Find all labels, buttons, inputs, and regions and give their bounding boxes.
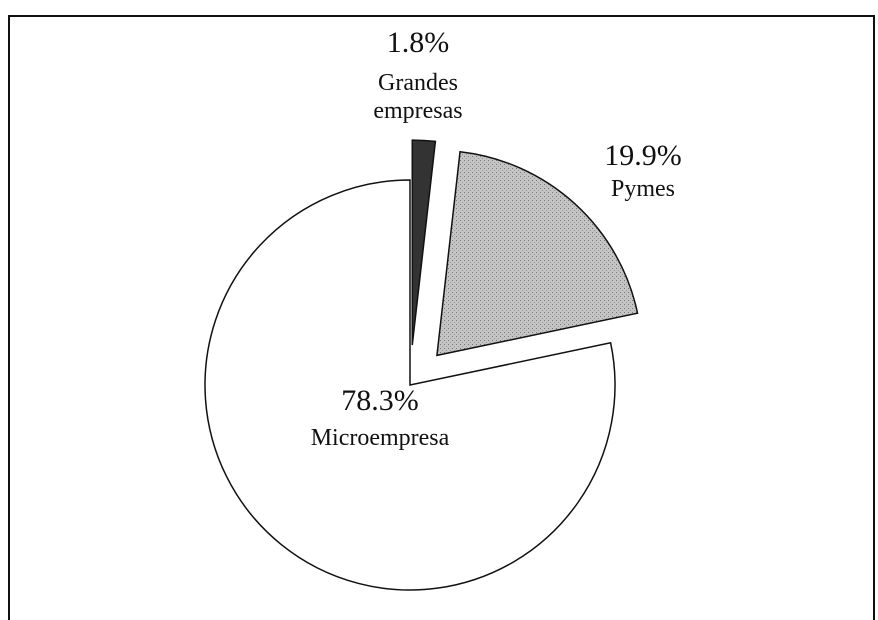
pie-slice <box>436 150 639 357</box>
value-label: 19.9% <box>604 139 682 172</box>
slice-label: Pymes <box>611 176 675 202</box>
pie-slice <box>411 139 437 346</box>
slice-label: Grandes empresas <box>373 70 462 124</box>
pie-slice <box>204 179 616 591</box>
frame <box>8 15 875 620</box>
slice-label: Microempresa <box>311 425 450 451</box>
value-label: 1.8% <box>387 26 450 59</box>
value-label: 78.3% <box>341 384 419 417</box>
